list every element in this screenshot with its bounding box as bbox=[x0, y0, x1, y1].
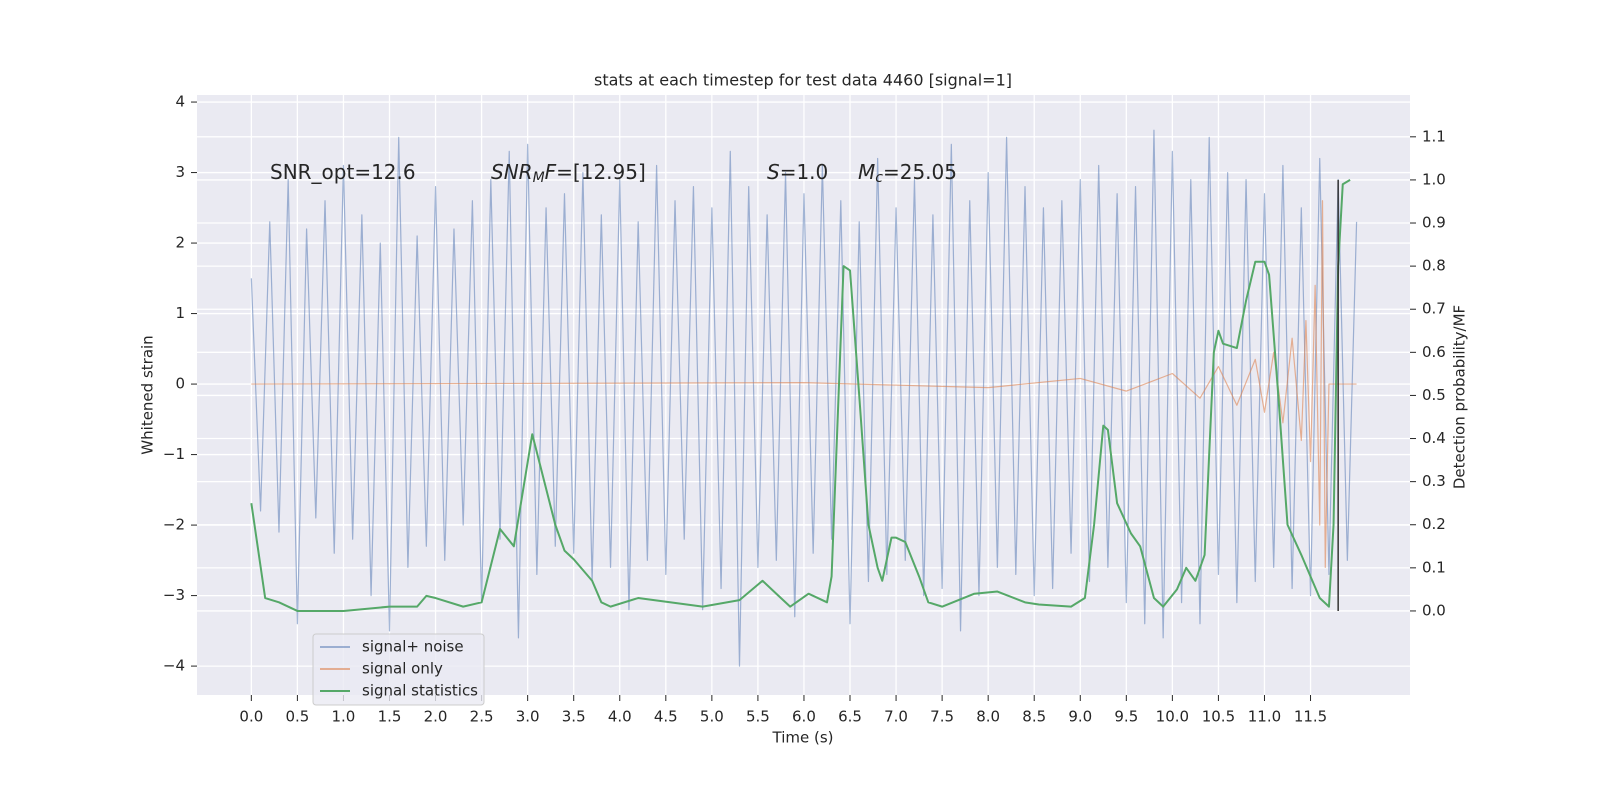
y-tick-label: −1 bbox=[163, 445, 185, 463]
y-tick-label: 0 bbox=[175, 375, 185, 393]
y-tick-label: 3 bbox=[175, 163, 185, 181]
annotation-part: SNR_opt=12.6 bbox=[270, 160, 416, 184]
x-tick-label: 6.0 bbox=[792, 708, 816, 726]
y2-tick-label: 0.6 bbox=[1422, 343, 1446, 361]
x-tick-label: 5.0 bbox=[700, 708, 724, 726]
y2-tick-label: 1.0 bbox=[1422, 170, 1446, 188]
y-tick-label: −4 bbox=[163, 657, 185, 675]
x-tick-label: 5.5 bbox=[746, 708, 770, 726]
annotation-part: S bbox=[767, 160, 780, 184]
y-axis-label: Whitened strain bbox=[139, 335, 157, 454]
chart-title: stats at each timestep for test data 446… bbox=[594, 71, 1012, 90]
x-tick-label: 7.0 bbox=[884, 708, 908, 726]
annotation: Mc=25.05 bbox=[858, 160, 957, 187]
x-tick-label: 3.0 bbox=[516, 708, 540, 726]
axes: 0.0 0.5 1.0 1.5 2.0 2.5 3.0 3.5 4.0 4.5 5.0 5.5 6.0 6… bbox=[163, 93, 1446, 726]
x-tick-label: 10.0 bbox=[1156, 708, 1189, 726]
y-tick-label: 4 bbox=[175, 93, 185, 111]
annotation: S=1.0 bbox=[767, 160, 828, 184]
y-tick-label: −2 bbox=[163, 516, 185, 534]
x-tick-label: 10.5 bbox=[1202, 708, 1235, 726]
y-tick-label: 1 bbox=[175, 304, 185, 322]
x-tick-label: 0.0 bbox=[239, 708, 263, 726]
marks bbox=[250, 129, 1358, 667]
annotation-part: =[12.95] bbox=[556, 160, 646, 184]
x-axis-label: Time (s) bbox=[772, 729, 834, 747]
y2-axis-label: Detection probability/MF bbox=[1451, 305, 1469, 489]
x-tick-label: 11.5 bbox=[1294, 708, 1327, 726]
annotation-part: M bbox=[533, 170, 545, 186]
annotation: SNRMF=[12.95] bbox=[491, 160, 646, 187]
y-tick-label: 2 bbox=[175, 234, 185, 252]
annotation-part: SNR bbox=[491, 160, 533, 184]
legend-label: signal statistics bbox=[362, 682, 478, 700]
legend-label: signal only bbox=[362, 660, 443, 678]
y2-tick-label: 0.3 bbox=[1422, 472, 1446, 490]
series-line bbox=[250, 129, 1358, 667]
x-tick-label: 3.5 bbox=[562, 708, 586, 726]
y2-tick-label: 0.5 bbox=[1422, 386, 1446, 404]
x-tick-label: 8.5 bbox=[1022, 708, 1046, 726]
y2-tick-label: 1.1 bbox=[1422, 127, 1446, 145]
x-tick-label: 4.5 bbox=[654, 708, 678, 726]
legend-label: signal+ noise bbox=[362, 638, 464, 656]
y2-tick-label: 0.2 bbox=[1422, 515, 1446, 533]
x-tick-label: 6.5 bbox=[838, 708, 862, 726]
x-tick-label: 9.0 bbox=[1068, 708, 1092, 726]
y2-tick-label: 0.0 bbox=[1422, 601, 1446, 619]
x-tick-label: 2.5 bbox=[470, 708, 494, 726]
y2-tick-label: 0.7 bbox=[1422, 300, 1446, 318]
y-tick-label: −3 bbox=[163, 586, 185, 604]
y2-tick-label: 0.4 bbox=[1422, 429, 1446, 447]
annotation-part: F bbox=[545, 160, 557, 184]
legend-box bbox=[312, 633, 485, 706]
x-tick-label: 0.5 bbox=[285, 708, 309, 726]
x-tick-label: 7.5 bbox=[930, 708, 954, 726]
annotation-part: =25.05 bbox=[883, 160, 957, 184]
x-tick-label: 1.0 bbox=[332, 708, 356, 726]
x-tick-label: 4.0 bbox=[608, 708, 632, 726]
y2-tick-label: 0.1 bbox=[1422, 558, 1446, 576]
annotation-part: M bbox=[858, 160, 875, 184]
x-tick-label: 9.5 bbox=[1114, 708, 1138, 726]
x-tick-label: 1.5 bbox=[378, 708, 402, 726]
annotation-part: c bbox=[875, 170, 883, 186]
annotation-part: =1.0 bbox=[780, 160, 829, 184]
y2-tick-label: 0.9 bbox=[1422, 214, 1446, 232]
x-tick-label: 8.0 bbox=[976, 708, 1000, 726]
y2-tick-label: 0.8 bbox=[1422, 257, 1446, 275]
series-line bbox=[251, 200, 1357, 568]
x-tick-label: 11.0 bbox=[1248, 708, 1281, 726]
series-line bbox=[250, 179, 1351, 612]
x-tick-label: 2.0 bbox=[424, 708, 448, 726]
annotation: SNR_opt=12.6 bbox=[270, 160, 416, 184]
